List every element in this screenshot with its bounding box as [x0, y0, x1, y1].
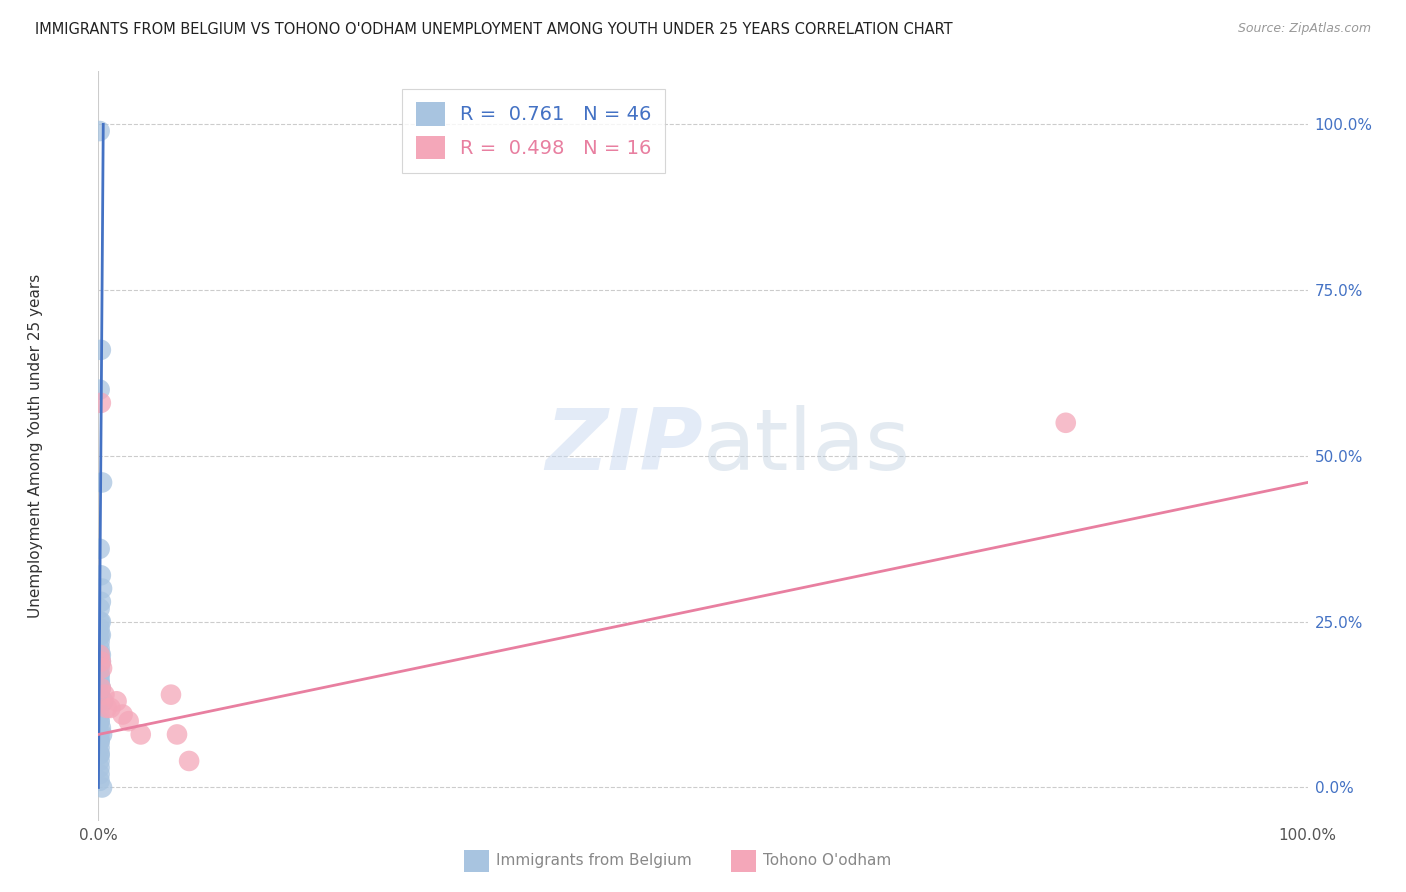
Point [89, 667, 111, 681]
Point [89, 667, 111, 681]
Point [90, 615, 112, 629]
Point [89, 124, 111, 138]
Point [89, 740, 111, 755]
Point [90, 396, 112, 410]
Point [105, 694, 128, 708]
Point [89, 621, 111, 635]
Y-axis label: Unemployment Among Youth under 25 years: Unemployment Among Youth under 25 years [28, 274, 42, 618]
Point [89, 628, 111, 642]
Point [89, 761, 111, 775]
Point [90, 343, 112, 357]
Point [89, 767, 111, 781]
Point [89, 701, 111, 715]
Point [91, 780, 114, 795]
Point [89, 674, 111, 689]
Point [89, 661, 111, 675]
Point [89, 674, 111, 689]
Point [89, 541, 111, 556]
Point [89, 734, 111, 748]
Point [89, 714, 111, 728]
Point [89, 601, 111, 615]
Text: Immigrants from Belgium: Immigrants from Belgium [496, 854, 692, 868]
Point [89, 688, 111, 702]
Point [90, 655, 112, 669]
Point [89, 707, 111, 722]
Point [89, 773, 111, 788]
Point [160, 688, 183, 702]
Text: ZIP: ZIP [546, 404, 703, 488]
Point [89, 634, 111, 648]
Point [90, 628, 112, 642]
Point [90, 655, 112, 669]
Text: Source: ZipAtlas.com: Source: ZipAtlas.com [1237, 22, 1371, 36]
Text: IMMIGRANTS FROM BELGIUM VS TOHONO O'ODHAM UNEMPLOYMENT AMONG YOUTH UNDER 25 YEAR: IMMIGRANTS FROM BELGIUM VS TOHONO O'ODHA… [35, 22, 953, 37]
Point [91, 727, 114, 741]
Point [89, 383, 111, 397]
Point [90, 595, 112, 609]
Point [89, 648, 111, 662]
Point [1054, 416, 1077, 430]
Point [96, 701, 118, 715]
Point [166, 727, 188, 741]
Point [90, 681, 112, 695]
Point [93, 688, 115, 702]
Point [100, 701, 122, 715]
Point [89, 714, 111, 728]
Point [89, 727, 111, 741]
Point [89, 641, 111, 656]
Point [89, 734, 111, 748]
Point [90, 648, 112, 662]
Point [89, 747, 111, 762]
Point [118, 714, 141, 728]
Point [89, 688, 111, 702]
Point [111, 707, 134, 722]
Point [179, 754, 201, 768]
Text: atlas: atlas [703, 404, 911, 488]
Point [91, 694, 114, 708]
Point [91, 582, 114, 596]
Point [129, 727, 152, 741]
Point [91, 661, 114, 675]
Point [89, 754, 111, 768]
Point [90, 681, 112, 695]
Point [89, 694, 111, 708]
Point [91, 475, 114, 490]
Point [89, 747, 111, 762]
Point [90, 568, 112, 582]
Point [89, 648, 111, 662]
Point [90, 721, 112, 735]
Point [89, 615, 111, 629]
Legend: R =  0.761   N = 46, R =  0.498   N = 16: R = 0.761 N = 46, R = 0.498 N = 16 [402, 88, 665, 173]
Text: Tohono O'odham: Tohono O'odham [763, 854, 891, 868]
